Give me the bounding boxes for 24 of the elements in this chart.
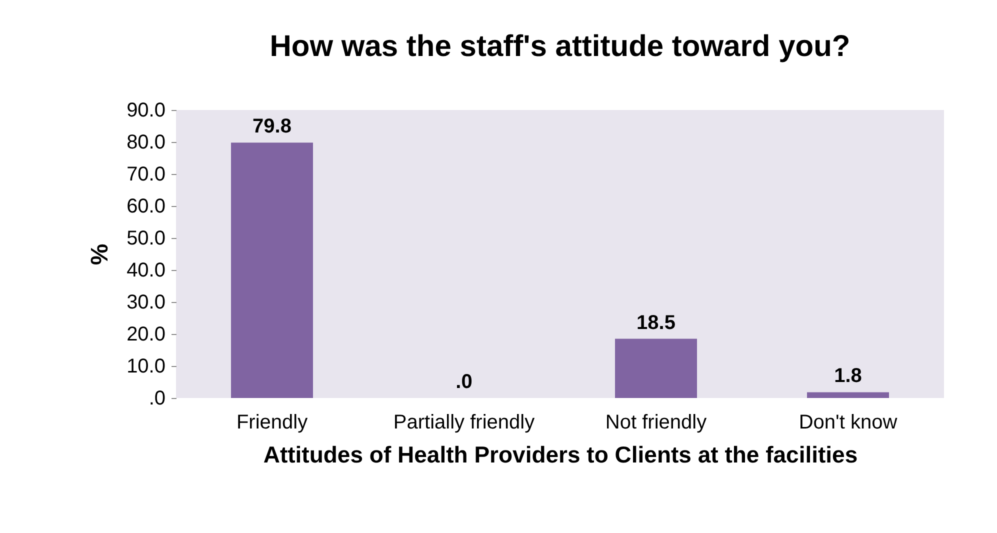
- data-label: 79.8: [252, 116, 292, 138]
- data-label: 18.5: [636, 312, 676, 334]
- y-tick-label: .0: [148, 388, 166, 410]
- y-tick-label: 30.0: [126, 292, 166, 314]
- y-tick-label: 70.0: [126, 164, 166, 186]
- bar: [231, 142, 313, 398]
- chart-title: How was the staff's attitude toward you?: [270, 30, 850, 63]
- y-tick-label: 50.0: [126, 228, 166, 250]
- y-tick-label: 60.0: [126, 196, 166, 218]
- y-tick-label: 80.0: [126, 132, 166, 154]
- x-tick-label: Not friendly: [605, 412, 707, 434]
- x-tick-label: Friendly: [236, 412, 308, 434]
- bar: [807, 392, 889, 398]
- data-label: 1.8: [834, 365, 862, 388]
- x-tick-label: Don't know: [798, 412, 898, 434]
- y-tick-label: 20.0: [126, 324, 166, 346]
- data-label: .0: [456, 371, 472, 393]
- y-tick-label: 10.0: [126, 356, 166, 378]
- y-tick-label: 40.0: [126, 260, 166, 282]
- x-axis-title: Attitudes of Health Providers to Clients at the facilities: [263, 442, 858, 468]
- y-tick-label: 90.0: [126, 100, 166, 122]
- x-tick-label: Partially friendly: [393, 412, 535, 434]
- bar: [615, 338, 697, 398]
- y-axis-title: %: [86, 244, 114, 266]
